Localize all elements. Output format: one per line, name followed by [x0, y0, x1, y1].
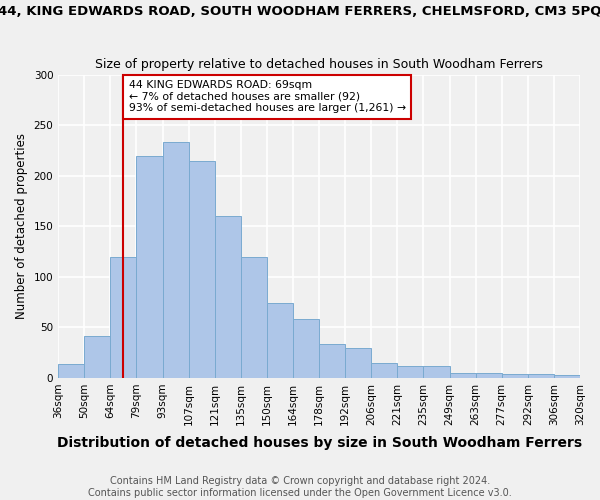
Bar	[528, 374, 554, 378]
Text: Contains HM Land Registry data © Crown copyright and database right 2024.
Contai: Contains HM Land Registry data © Crown c…	[88, 476, 512, 498]
Bar	[84, 336, 110, 378]
Bar	[424, 366, 449, 378]
Bar	[554, 375, 580, 378]
Bar	[449, 373, 476, 378]
Bar	[215, 216, 241, 378]
Y-axis label: Number of detached properties: Number of detached properties	[15, 134, 28, 320]
Bar	[476, 373, 502, 378]
X-axis label: Distribution of detached houses by size in South Woodham Ferrers: Distribution of detached houses by size …	[56, 436, 581, 450]
Text: 44 KING EDWARDS ROAD: 69sqm
← 7% of detached houses are smaller (92)
93% of semi: 44 KING EDWARDS ROAD: 69sqm ← 7% of deta…	[128, 80, 406, 113]
Bar	[163, 142, 188, 378]
Bar	[397, 366, 424, 378]
Bar	[502, 374, 528, 378]
Bar	[188, 161, 215, 378]
Bar	[110, 256, 136, 378]
Bar	[293, 320, 319, 378]
Bar	[241, 256, 267, 378]
Bar	[371, 363, 397, 378]
Bar	[58, 364, 84, 378]
Bar	[319, 344, 345, 378]
Bar	[345, 348, 371, 378]
Title: Size of property relative to detached houses in South Woodham Ferrers: Size of property relative to detached ho…	[95, 58, 543, 71]
Bar	[136, 156, 163, 378]
Text: 44, KING EDWARDS ROAD, SOUTH WOODHAM FERRERS, CHELMSFORD, CM3 5PQ: 44, KING EDWARDS ROAD, SOUTH WOODHAM FER…	[0, 5, 600, 18]
Bar	[267, 303, 293, 378]
